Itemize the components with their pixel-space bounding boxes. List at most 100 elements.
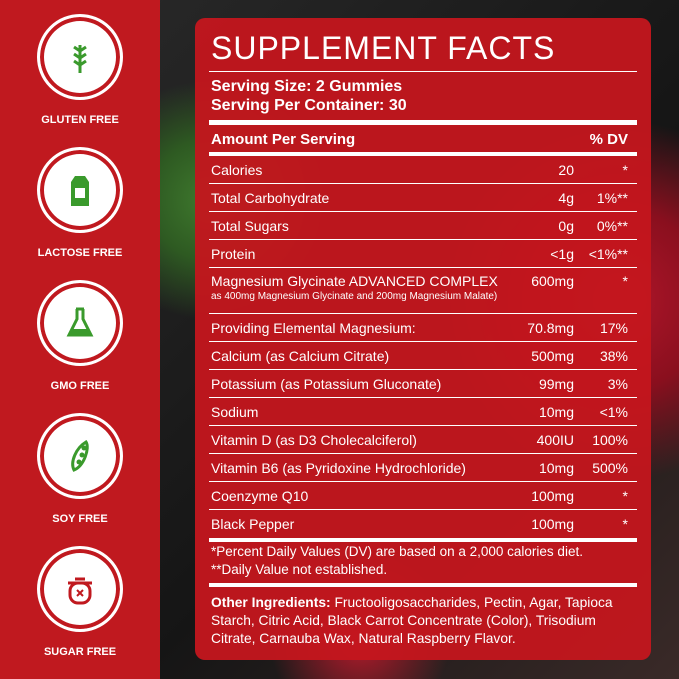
icon — [71, 439, 89, 472]
amount: 500mg — [531, 348, 574, 364]
facts-row: Total Sugars 0g 0%** — [195, 212, 651, 240]
other-ingredients: Other Ingredients: Fructooligosaccharide… — [211, 594, 637, 648]
icon — [71, 176, 89, 206]
daily-value: 38% — [599, 348, 628, 364]
row-divider — [209, 481, 637, 482]
nutrient-name: Calories — [211, 162, 263, 178]
badge-icon — [37, 546, 123, 632]
daily-value: 500% — [592, 460, 628, 476]
nutrient-name: Protein — [211, 246, 256, 262]
row-divider — [209, 453, 637, 454]
nutrient-note: as 400mg Magnesium Glycinate and 200mg M… — [211, 291, 498, 302]
dv-header: % DV — [589, 131, 628, 148]
amount: 400IU — [536, 432, 574, 448]
nutrient-name: Sodium — [211, 404, 259, 420]
amount: <1g — [550, 246, 574, 262]
serving-size: Serving Size: 2 Gummies — [211, 78, 403, 95]
badge-icon — [37, 413, 123, 499]
daily-value: * — [622, 516, 628, 532]
divider — [209, 120, 637, 125]
row-divider — [209, 397, 637, 398]
nutrient-name: Calcium (as Calcium Citrate) — [211, 348, 390, 364]
nutrient-name: Magnesium Glycinate ADVANCED COMPLEX — [211, 273, 498, 289]
badge-icon — [37, 147, 123, 233]
divider — [209, 71, 637, 72]
daily-value: * — [622, 162, 628, 178]
amount: 4g — [558, 190, 574, 206]
facts-row: Black Pepper 100mg * — [195, 510, 651, 538]
badge: GLUTEN FREE — [0, 14, 160, 126]
amount: 10mg — [538, 404, 574, 420]
amount: 600mg — [531, 273, 574, 289]
row-divider — [209, 239, 637, 240]
badge-label: GLUTEN FREE — [41, 114, 119, 126]
amount: 70.8mg — [527, 320, 574, 336]
row-divider — [209, 183, 637, 184]
daily-value: 100% — [592, 432, 628, 448]
badge: SUGAR FREE — [0, 546, 160, 658]
footnote: *Percent Daily Values (DV) are based on … — [211, 544, 583, 559]
badge-label: GMO FREE — [50, 380, 110, 392]
badge: GMO FREE — [0, 280, 160, 392]
amount: 99mg — [538, 376, 574, 392]
nutrient-name: Black Pepper — [211, 516, 295, 532]
daily-value: <1% — [599, 404, 628, 420]
badge: LACTOSE FREE — [0, 147, 160, 259]
row-divider — [209, 267, 637, 268]
badge: SOY FREE — [0, 413, 160, 525]
supplement-facts-panel: SUPPLEMENT FACTS Serving Size: 2 Gummies… — [195, 18, 651, 660]
row-divider — [209, 509, 637, 510]
daily-value: <1%** — [588, 246, 628, 262]
row-divider — [209, 313, 637, 314]
amount: 0g — [558, 218, 574, 234]
servings-per-container: Serving Per Container: 30 — [211, 97, 407, 114]
badge-icon — [37, 280, 123, 366]
nutrient-name: Total Sugars — [211, 218, 289, 234]
daily-value: 17% — [599, 320, 628, 336]
footnote: **Daily Value not established. — [211, 562, 388, 577]
facts-row: Calories 20 * — [195, 156, 651, 184]
icon — [66, 307, 94, 337]
facts-row: Vitamin B6 (as Pyridoxine Hydrochloride)… — [195, 454, 651, 482]
row-divider — [209, 341, 637, 342]
icon — [68, 577, 92, 605]
amount-header: Amount Per Serving — [211, 131, 356, 148]
facts-row: Total Carbohydrate 4g 1%** — [195, 184, 651, 212]
other-text: Fructooligosaccharides, Pectin, Agar, Ta… — [211, 595, 613, 646]
row-divider — [209, 425, 637, 426]
daily-value: 0%** — [596, 218, 628, 234]
nutrient-name: Vitamin D (as D3 Cholecalciferol) — [211, 432, 417, 448]
divider — [209, 538, 637, 542]
row-divider — [209, 211, 637, 212]
badge-label: LACTOSE FREE — [37, 247, 123, 259]
facts-row: Sodium 10mg <1% — [195, 398, 651, 426]
other-label: Other Ingredients: — [211, 595, 331, 610]
amount: 100mg — [531, 488, 574, 504]
row-divider — [209, 369, 637, 370]
nutrient-name: Vitamin B6 (as Pyridoxine Hydrochloride) — [211, 460, 466, 476]
nutrient-name: Providing Elemental Magnesium: — [211, 320, 416, 336]
daily-value: 3% — [607, 376, 628, 392]
divider — [209, 583, 637, 587]
nutrient-name: Potassium (as Potassium Gluconate) — [211, 376, 442, 392]
nutrient-name: Coenzyme Q10 — [211, 488, 309, 504]
amount: 10mg — [538, 460, 574, 476]
icon — [73, 45, 87, 73]
facts-title: SUPPLEMENT FACTS — [211, 30, 556, 66]
badge-label: SOY FREE — [52, 513, 108, 525]
facts-row: Magnesium Glycinate ADVANCED COMPLEX as 4… — [195, 268, 651, 314]
facts-row: Potassium (as Potassium Gluconate) 99mg 3% — [195, 370, 651, 398]
daily-value: 1%** — [596, 190, 628, 206]
facts-row: Protein <1g <1%** — [195, 240, 651, 268]
nutrient-name: Total Carbohydrate — [211, 190, 330, 206]
facts-row: Coenzyme Q10 100mg * — [195, 482, 651, 510]
amount: 100mg — [531, 516, 574, 532]
badge-icon — [37, 14, 123, 100]
daily-value: * — [622, 488, 628, 504]
amount: 20 — [558, 162, 574, 178]
badge-label: SUGAR FREE — [43, 646, 117, 658]
facts-row: Providing Elemental Magnesium: 70.8mg 17% — [195, 314, 651, 342]
divider — [209, 152, 637, 156]
facts-row: Vitamin D (as D3 Cholecalciferol) 400IU 10… — [195, 426, 651, 454]
